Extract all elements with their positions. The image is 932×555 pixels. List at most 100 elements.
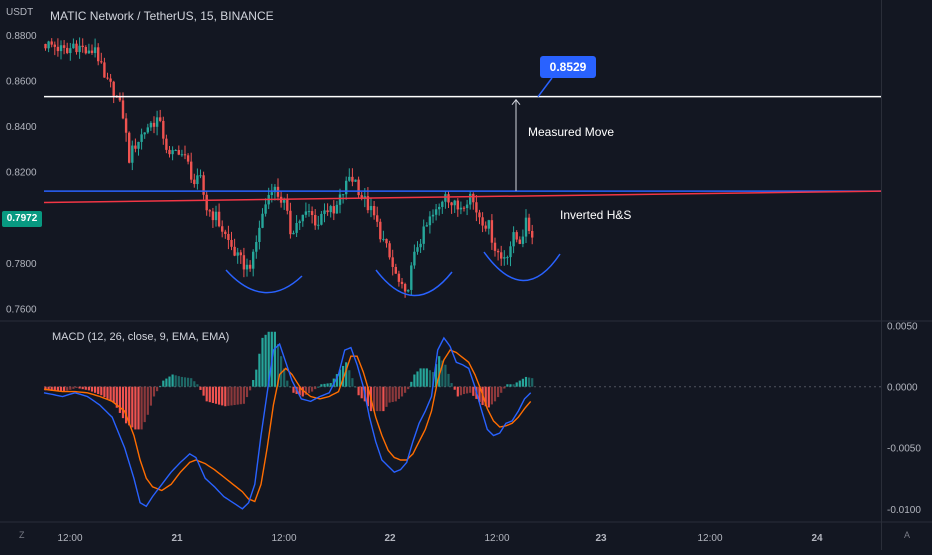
histogram-bar — [121, 386, 125, 419]
histogram-bar — [348, 370, 351, 387]
candle-body — [317, 224, 320, 226]
histogram-bar — [66, 386, 69, 391]
histogram-bar — [397, 386, 400, 399]
histogram-bar — [149, 386, 152, 406]
candle-body — [524, 217, 528, 237]
histogram-bar — [428, 370, 431, 387]
histogram-bar — [152, 386, 156, 397]
histogram-bar — [245, 386, 249, 398]
histogram-bar — [304, 386, 307, 395]
candle-body — [416, 247, 419, 252]
histogram-bar — [211, 386, 214, 403]
histogram-bar — [354, 386, 357, 388]
histogram-bar — [109, 386, 112, 401]
candle-body — [168, 149, 171, 155]
time-tick-label: 12:00 — [57, 533, 82, 544]
candle-body — [56, 46, 60, 52]
histogram-bar — [100, 386, 103, 396]
candle-body — [78, 45, 81, 53]
candle-body — [190, 161, 193, 180]
candle-body — [419, 243, 422, 248]
candle-body — [376, 215, 379, 222]
candle-body — [450, 202, 453, 206]
time-tick-label: 21 — [171, 533, 183, 544]
histogram-bar — [227, 386, 230, 406]
histogram-bar — [159, 385, 162, 387]
candle-body — [320, 213, 323, 225]
histogram-bar — [484, 386, 487, 407]
histogram-bar — [373, 386, 376, 412]
histogram-bar — [338, 369, 342, 387]
histogram-bar — [131, 386, 134, 428]
histogram-bar — [404, 386, 407, 393]
candle-body — [307, 211, 311, 213]
left-shoulder-arc — [225, 269, 303, 294]
candle-body — [379, 221, 382, 240]
candle-body — [509, 246, 512, 258]
histogram-bar — [72, 386, 75, 389]
histogram-bar — [193, 381, 196, 387]
histogram-bar — [221, 386, 224, 406]
candle-body — [87, 50, 91, 54]
candle-body — [481, 217, 484, 226]
candle-body — [515, 232, 518, 240]
candle-body — [283, 199, 286, 203]
histogram-bar — [342, 365, 345, 387]
histogram-bar — [419, 368, 422, 387]
histogram-bar — [115, 386, 118, 408]
candle-body — [81, 45, 84, 48]
price-tick-label: 0.7600 — [6, 305, 37, 316]
candle-body — [413, 251, 416, 266]
histogram-bar — [90, 386, 94, 392]
histogram-bar — [125, 386, 128, 424]
timezone-icon[interactable]: Z — [19, 530, 25, 540]
histogram-bar — [280, 356, 283, 387]
histogram-bar — [478, 386, 481, 402]
histogram-bar — [44, 386, 47, 391]
histogram-bar — [162, 380, 165, 387]
candle-body — [233, 246, 236, 256]
histogram-bar — [168, 376, 171, 387]
histogram-bar — [524, 376, 528, 387]
candle-body — [258, 227, 261, 243]
histogram-bar — [487, 386, 490, 408]
histogram-bar — [357, 386, 360, 396]
candle-body — [140, 134, 143, 142]
histogram-bar — [63, 386, 66, 392]
candle-body — [500, 252, 503, 259]
candle-body — [199, 175, 202, 177]
candle-body — [155, 117, 159, 127]
histogram-bar — [249, 386, 252, 391]
candle-body — [422, 226, 425, 244]
candle-body — [214, 211, 218, 221]
auto-scale-icon[interactable]: A — [904, 530, 911, 540]
histogram-bar — [453, 386, 456, 390]
candle-body — [118, 96, 122, 101]
histogram-bar — [490, 386, 493, 405]
candle-body — [512, 232, 515, 247]
candle-body — [53, 44, 56, 47]
histogram-bar — [506, 384, 509, 387]
candle-body — [369, 206, 373, 211]
histogram-bar — [447, 373, 450, 387]
histogram-bar — [218, 386, 221, 405]
candle-body — [242, 255, 246, 270]
histogram-bar — [292, 386, 295, 393]
histogram-bar — [382, 386, 385, 412]
candle-body — [407, 289, 410, 292]
candle-body — [462, 207, 466, 209]
histogram-bar — [385, 386, 388, 407]
time-tick-label: 24 — [811, 533, 823, 544]
histogram-bar — [391, 386, 394, 402]
candle-body — [459, 207, 463, 210]
candle-body — [326, 210, 329, 213]
histogram-bar — [267, 331, 270, 387]
candle-body — [465, 204, 469, 209]
candle-body — [97, 47, 100, 62]
candle-body — [159, 117, 162, 121]
price-tick-label: 0.8800 — [6, 31, 37, 42]
candle-body — [472, 193, 475, 203]
right-shoulder-arc — [483, 251, 561, 282]
macd-tick-label: -0.0100 — [887, 505, 921, 516]
candle-body — [503, 257, 506, 259]
